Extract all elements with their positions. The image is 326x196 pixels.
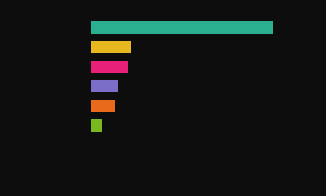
Bar (91, 21, 273, 34)
Bar (91, 119, 102, 132)
Bar (91, 100, 115, 112)
Bar (91, 61, 127, 73)
Bar (91, 80, 118, 92)
Bar (91, 41, 131, 53)
